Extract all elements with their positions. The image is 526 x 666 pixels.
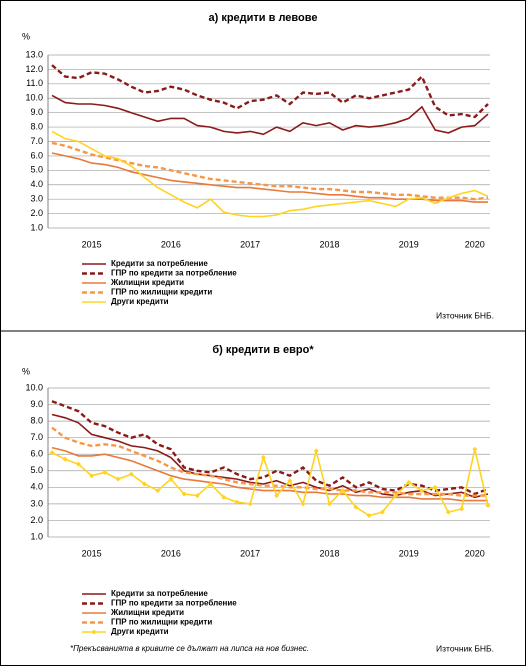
x-tick-label: 2015 (82, 239, 102, 249)
chart-title: б) кредити в евро* (212, 344, 314, 356)
y-tick-label: 9.0 (30, 107, 43, 117)
legend-label: Кредити за потребление (111, 259, 208, 268)
y-tick-label: 12.0 (25, 64, 43, 74)
x-tick-label: 2018 (319, 239, 339, 249)
series-marker (300, 501, 306, 507)
legend-label: ГПР по жилищни кредити (111, 618, 212, 627)
legend-label: ГПР по кредити за потребление (111, 269, 237, 278)
series-line (51, 94, 489, 136)
y-tick-label: 9.0 (30, 399, 43, 409)
footnote: *Прекъсванията в кривите се дължат на ли… (70, 644, 309, 653)
y-tick-label: 1.0 (30, 531, 43, 541)
y-tick-label: 10.0 (25, 93, 43, 103)
series-marker (208, 481, 214, 487)
y-tick-label: 2.0 (30, 208, 43, 218)
series-marker (221, 494, 227, 500)
series-line (51, 400, 489, 496)
series-line (51, 413, 489, 499)
source: Източник БНБ. (436, 310, 494, 320)
x-tick-label: 2016 (161, 548, 181, 558)
y-tick-label: 6.0 (30, 150, 43, 160)
series-marker (472, 446, 478, 452)
y-tick-label: 4.0 (30, 482, 43, 492)
legend-label: ГПР по жилищни кредити (111, 288, 212, 297)
series-marker (155, 488, 161, 494)
legend-label: Кредити за потребление (111, 589, 208, 598)
series-marker (181, 491, 187, 497)
y-tick-label: 5.0 (30, 165, 43, 175)
legend-label: ГПР по кредити за потребление (111, 599, 237, 608)
series-marker (115, 476, 121, 482)
legend-label: Жилищни кредити (110, 608, 184, 617)
series-marker (287, 478, 293, 484)
y-tick-label: 6.0 (30, 449, 43, 459)
series-marker (49, 450, 55, 456)
legend-label: Други кредити (111, 297, 169, 306)
y-axis-label: % (22, 366, 30, 376)
y-tick-label: 5.0 (30, 465, 43, 475)
series-line (51, 64, 489, 119)
series-marker (234, 499, 240, 505)
chart-title: а) кредити в левове (209, 12, 318, 24)
series-marker (102, 469, 108, 475)
y-tick-label: 3.0 (30, 194, 43, 204)
series-marker (168, 476, 174, 482)
x-tick-label: 2020 (465, 239, 485, 249)
y-tick-label: 10.0 (25, 382, 43, 392)
series-marker (340, 488, 346, 494)
series-marker (485, 503, 491, 509)
x-tick-label: 2018 (319, 548, 339, 558)
series-marker (459, 506, 465, 512)
legend-label: Жилищни кредити (110, 278, 184, 287)
y-tick-label: 8.0 (30, 121, 43, 131)
x-tick-label: 2020 (465, 548, 485, 558)
series-marker (62, 456, 68, 462)
series-marker (445, 509, 451, 515)
y-tick-label: 3.0 (30, 498, 43, 508)
legend-marker (91, 629, 97, 635)
y-tick-label: 7.0 (30, 136, 43, 146)
x-tick-label: 2016 (161, 239, 181, 249)
series-marker (393, 493, 399, 499)
series-marker (353, 504, 359, 510)
y-tick-label: 8.0 (30, 415, 43, 425)
source: Източник БНБ. (436, 643, 494, 653)
y-tick-label: 13.0 (25, 49, 43, 59)
series-marker (274, 493, 280, 499)
y-tick-label: 11.0 (26, 78, 43, 88)
x-tick-label: 2017 (240, 548, 260, 558)
series-marker (366, 512, 372, 518)
y-tick-label: 4.0 (30, 179, 43, 189)
series-marker (247, 501, 253, 507)
x-tick-label: 2019 (399, 548, 419, 558)
series-line (51, 446, 488, 502)
series-line (51, 449, 489, 517)
series-line (51, 130, 489, 218)
series-marker (89, 473, 95, 479)
y-tick-label: 7.0 (30, 432, 43, 442)
series-marker (141, 481, 147, 487)
x-tick-label: 2017 (240, 239, 260, 249)
series-marker (194, 493, 200, 499)
series-marker (326, 501, 332, 507)
series-line (51, 141, 489, 201)
series-marker (75, 461, 81, 467)
series-marker (432, 484, 438, 490)
series-marker (313, 448, 319, 454)
y-tick-label: 1.0 (30, 222, 43, 232)
y-axis-label: % (22, 31, 30, 41)
x-tick-label: 2019 (399, 239, 419, 249)
y-tick-label: 2.0 (30, 515, 43, 525)
series-marker (260, 455, 266, 461)
series-marker (406, 479, 412, 485)
series-marker (419, 488, 425, 494)
series-marker (379, 509, 385, 515)
series-marker (128, 471, 134, 477)
legend-label: Други кредити (111, 627, 169, 636)
x-tick-label: 2015 (82, 548, 102, 558)
